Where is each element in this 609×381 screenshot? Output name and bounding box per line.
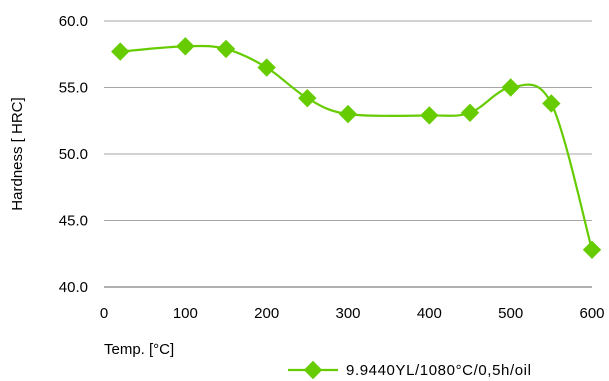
y-tick-label: 45.0 <box>59 213 88 230</box>
y-tick-label: 50.0 <box>59 146 88 163</box>
x-tick-label: 200 <box>254 305 279 322</box>
y-tick-label: 60.0 <box>59 13 88 30</box>
x-tick-label: 0 <box>100 305 108 322</box>
x-tick-label: 300 <box>335 305 360 322</box>
data-point <box>420 106 439 125</box>
y-axis-title: Hardness [ HRC] <box>9 97 26 210</box>
x-tick-label: 400 <box>417 305 442 322</box>
x-tick-label: 100 <box>173 305 198 322</box>
y-tick-label: 55.0 <box>59 80 88 97</box>
data-point <box>176 37 195 56</box>
grid-lines <box>104 20 592 221</box>
legend-series-name: 9.9440YL/1080°C/0,5h/oil <box>346 362 532 379</box>
series-line <box>120 44 594 251</box>
data-point <box>460 103 480 122</box>
legend-marker <box>303 360 323 380</box>
data-point <box>501 78 520 97</box>
data-point <box>338 104 358 124</box>
data-point <box>582 240 602 259</box>
y-tick-labels: 40.0 45.0 50.0 55.0 60.0 <box>59 13 88 296</box>
x-tick-label: 600 <box>579 305 604 322</box>
x-tick-label: 500 <box>498 305 523 322</box>
data-point <box>216 39 236 59</box>
legend: 9.9440YL/1080°C/0,5h/oil <box>288 360 532 380</box>
series-layer <box>111 37 602 259</box>
data-point <box>111 42 130 61</box>
x-tick-labels: 0 100 200 300 400 500 600 <box>100 305 605 322</box>
y-tick-label: 40.0 <box>59 279 88 296</box>
data-point <box>298 88 317 108</box>
x-axis-title: Temp. [°C] <box>104 341 174 358</box>
data-point <box>542 94 561 113</box>
data-point <box>257 58 276 77</box>
